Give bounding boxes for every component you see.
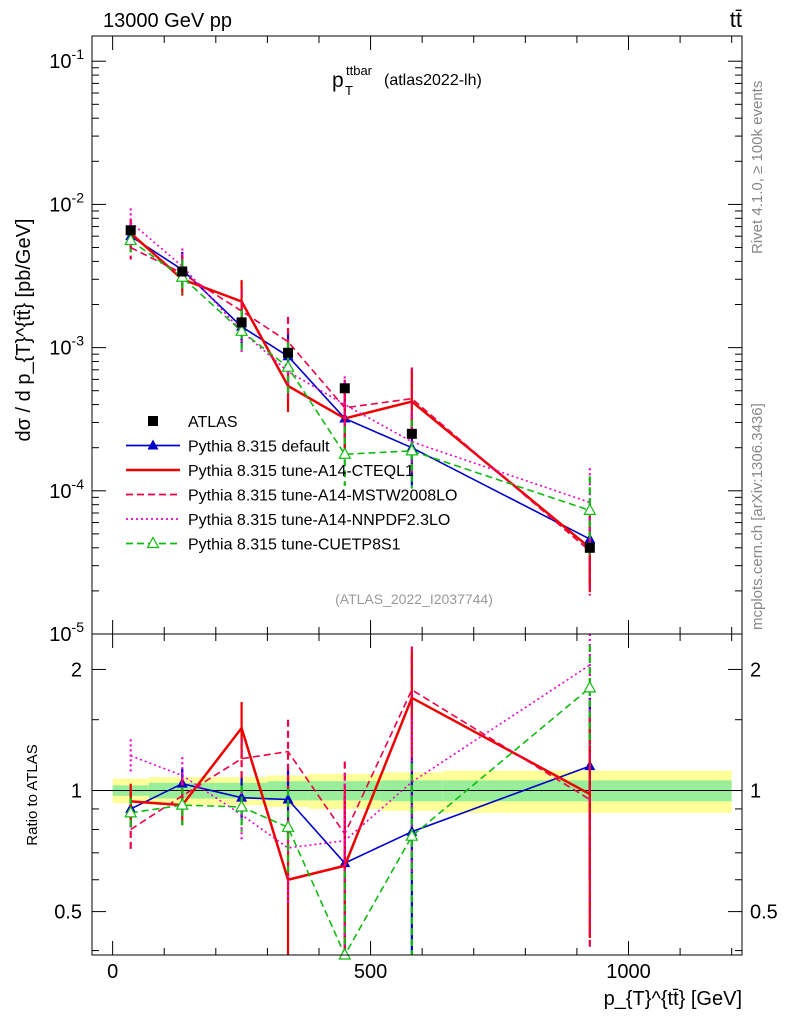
legend-entry: Pythia 8.315 default [126,439,330,456]
ratio-series-marker [235,799,249,812]
xtick-label: 500 [354,961,387,983]
legend-marker-square [148,416,158,426]
legend-label: Pythia 8.315 tune-A14-CTEQL1 [188,463,414,480]
main-series-layer [124,208,597,596]
analysis-id: (ATLAS_2022_I2037744) [335,591,493,607]
ratio-series-marker [338,947,352,960]
legend-label: Pythia 8.315 tune-A14-MSTW2008LO [188,488,457,505]
ratio-series-marker [583,680,597,693]
ratio-series-line [130,687,591,957]
main-ytick-label: 10-1 [49,46,84,73]
legend-label: ATLAS [188,414,238,431]
legend-entry: Pythia 8.315 tune-A14-CTEQL1 [126,463,414,480]
rivet-version-label: Rivet 4.1.0, ≥ 100k events [749,81,766,254]
atlas-data-point [283,347,294,358]
main-ylabel: dσ / d p_{T}^{tt̄} [pb/GeV] [13,219,35,442]
ratio-ytick-label-right: 0.5 [750,902,778,924]
mcplots-label: mcplots.cern.ch [arXiv:1306.3436] [749,403,766,630]
ratio-ylabel: Ratio to ATLAS [24,744,41,845]
main-series-line [130,221,591,504]
main-plot-title: p ttbar T (atlas2022-lh) [332,63,482,98]
title-p: p [332,69,344,92]
main-series-marker [338,447,352,459]
xtick-label: 0 [107,961,118,983]
ratio-series-marker [282,793,294,804]
ratio-plot-frame [91,633,743,956]
legend-label: Pythia 8.315 tune-CUETP8S1 [188,537,401,554]
atlas-data-point [236,317,247,328]
legend-label: Pythia 8.315 tune-A14-NNPDF2.3LO [188,512,450,529]
legend-entry: Pythia 8.315 tune-CUETP8S1 [126,536,401,554]
legend-entry: ATLAS [148,414,238,431]
main-series-marker [235,324,249,336]
legend: ATLAS Pythia 8.315 default Pythia 8.315 tu… [126,414,457,554]
ratio-series-marker [405,828,419,841]
ratio-series-layer [124,634,597,960]
main-series-marker [124,233,138,246]
ratio-ytick-label-right: 2 [750,659,761,681]
ratio-ytick-label-left: 1 [71,781,82,803]
main-series-marker [583,503,597,515]
ratio-series-line [130,688,591,836]
title-subscript: T [345,83,353,98]
main-series-line [130,246,591,552]
legend-entry: Pythia 8.315 tune-A14-NNPDF2.3LO [126,512,450,529]
title-suffix: (atlas2022-lh) [384,72,482,89]
ratio-ytick-label-right: 1 [750,781,761,803]
main-ytick-label: 10-2 [49,189,84,216]
ratio-series-line [130,664,591,849]
main-series-marker [281,359,295,372]
ratio-series-marker [281,820,295,832]
main-ytick-label: 10-3 [49,333,84,360]
atlas-data-point [125,225,136,236]
ratio-series-marker [124,805,138,818]
legend-marker-triangle-open [146,536,160,549]
atlas-data-point [177,266,188,277]
atlas-data-point [584,542,595,553]
header-energy-label: 13000 GeV pp [103,10,232,32]
legend-marker-triangle [147,439,159,450]
atlas-data-point [406,428,417,439]
header-process-label: tt̄ [730,7,742,32]
ratio-uncertainty-bands [112,770,732,813]
main-ytick-label: 10-5 [49,619,84,646]
svg-text:p: p [332,69,344,92]
legend-label: Pythia 8.315 default [188,439,330,456]
ratio-ytick-label-left: 0.5 [54,902,82,924]
ticks-layer: 10-1 10-2 10-3 10-4 10-5 0.5 0.5 1 1 2 2 0 500 1000 [49,36,778,983]
main-series-marker [405,443,419,456]
title-superscript: ttbar [346,63,373,78]
xtick-label: 1000 [606,961,651,983]
xlabel: p_{T}^{tt̄} [GeV] [604,988,742,1010]
legend-entry: Pythia 8.315 tune-A14-MSTW2008LO [126,488,457,505]
main-ytick-label: 10-4 [49,476,84,503]
axes-layer [91,35,743,956]
ratio-ytick-label-left: 2 [71,659,82,681]
ratio-series-marker [175,797,189,810]
atlas-data-point [339,383,350,394]
